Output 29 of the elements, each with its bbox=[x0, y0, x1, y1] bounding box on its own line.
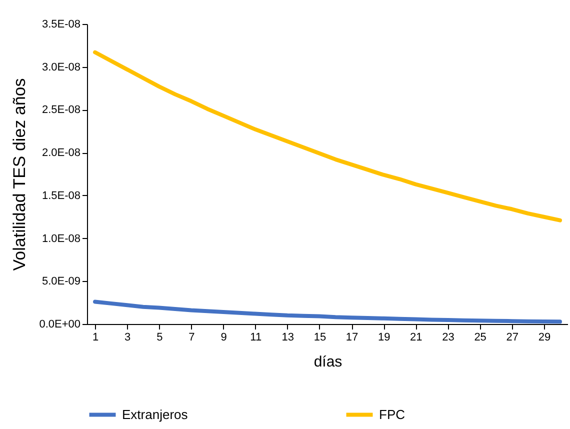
x-tick-label: 1 bbox=[92, 332, 99, 344]
x-tick-label: 7 bbox=[188, 332, 195, 344]
y-tick-label: 3.0E-08 bbox=[42, 61, 80, 74]
x-tick-label: 19 bbox=[378, 332, 390, 344]
y-tick-label: 3.5E-08 bbox=[42, 18, 80, 30]
x-tick-label: 25 bbox=[474, 332, 486, 344]
x-tick-label: 21 bbox=[410, 332, 422, 344]
y-tick-label: 2.0E-08 bbox=[42, 147, 80, 160]
x-tick-label: 17 bbox=[346, 332, 358, 344]
y-tick-label: 2.5E-08 bbox=[42, 104, 80, 116]
x-tick-label: 11 bbox=[250, 332, 262, 344]
x-tick-label: 29 bbox=[538, 332, 551, 344]
legend-label: FPC bbox=[379, 406, 405, 422]
x-tick-label: 13 bbox=[282, 332, 294, 344]
x-tick-label: 5 bbox=[156, 332, 163, 344]
y-tick-label: 1.0E-08 bbox=[42, 232, 80, 245]
x-axis-title: días bbox=[314, 354, 342, 370]
x-tick-label: 15 bbox=[314, 332, 326, 344]
x-tick-label: 3 bbox=[124, 332, 131, 344]
x-tick-label: 23 bbox=[442, 332, 454, 344]
y-tick-label: 5.0E-09 bbox=[42, 276, 80, 288]
y-tick-label: 0.0E+00 bbox=[39, 318, 80, 330]
line-series bbox=[93, 300, 562, 324]
y-axis-title: Volatilidad TES diez años bbox=[10, 78, 30, 271]
x-tick-label: 9 bbox=[220, 332, 227, 344]
x-tick-label: 27 bbox=[506, 332, 519, 344]
line-series bbox=[93, 50, 562, 222]
y-tick-label: 1.5E-08 bbox=[42, 190, 80, 202]
legend-label: Extranjeros bbox=[122, 406, 188, 422]
